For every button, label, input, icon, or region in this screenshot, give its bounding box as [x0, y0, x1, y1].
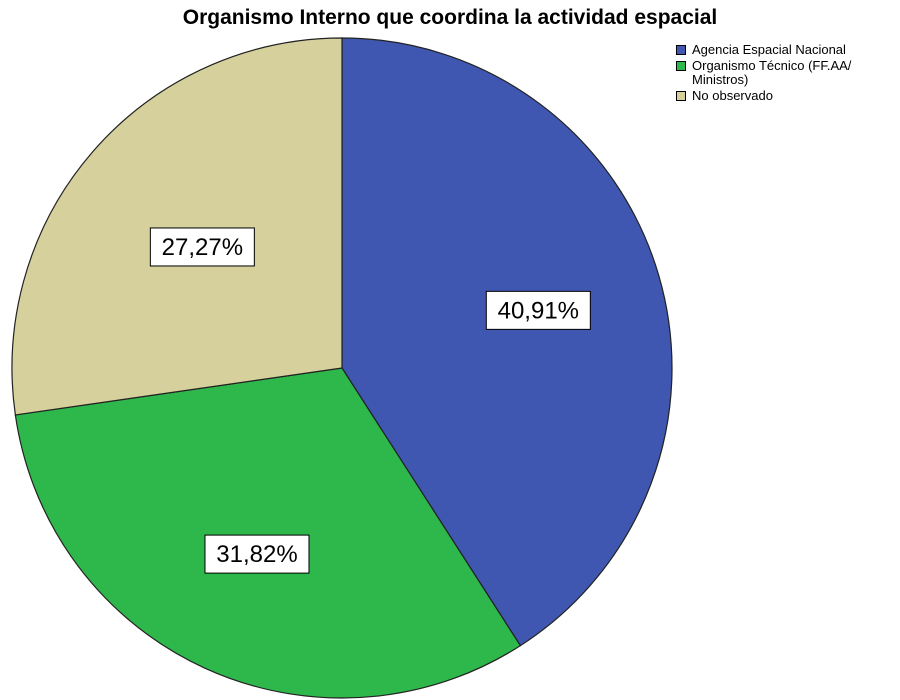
data-label-box [149, 227, 255, 267]
legend-label: Agencia Espacial Nacional [692, 43, 846, 57]
data-label-text: 31,82% [216, 541, 297, 568]
data-label-agencia-espacial-nacional: 40,91% [485, 290, 591, 330]
legend-item-no-observado: No observado [676, 89, 896, 103]
pie-slices [11, 37, 673, 699]
chart-title: Organismo Interno que coordina la activi… [182, 6, 718, 29]
pie-data-labels: 40,91% 31,82% 27,27% [149, 227, 591, 574]
legend-label: Organismo Técnico (FF.AA/ [692, 59, 852, 73]
legend-label: Ministros) [692, 73, 749, 87]
legend-swatch [676, 61, 686, 71]
legend-item-organismo-tecnico: Organismo Técnico (FF.AA/Ministros) [676, 59, 896, 87]
data-label-text: 40,91% [498, 297, 579, 324]
legend-label: No observado [692, 89, 773, 103]
pie-slice-organismo-tecnico [14, 367, 522, 699]
legend-swatch [676, 91, 686, 101]
legend-item-agencia-espacial-nacional: Agencia Espacial Nacional [676, 43, 896, 57]
pie-slice-agencia-espacial-nacional [341, 37, 673, 647]
data-label-box [485, 290, 591, 330]
legend-swatch [676, 45, 686, 55]
data-label-text: 27,27% [162, 234, 243, 261]
pie-slice-no-observado [11, 37, 343, 416]
data-label-box [204, 534, 310, 574]
data-label-organismo-tecnico: 31,82% [204, 534, 310, 574]
chart-legend: Agencia Espacial Nacional Organismo Técni… [676, 43, 896, 105]
data-label-no-observado: 27,27% [149, 227, 255, 267]
